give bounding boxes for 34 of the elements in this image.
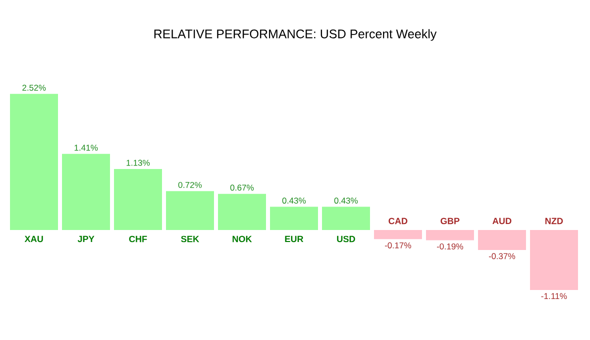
- bar: [114, 168, 162, 230]
- x-tick-label: CAD: [388, 218, 408, 224]
- bar: [426, 230, 474, 240]
- data-label: 2.52%: [22, 84, 46, 91]
- x-tick-label: NZD: [545, 218, 563, 224]
- x-tick-label: USD: [337, 236, 356, 242]
- data-label: -1.11%: [541, 293, 567, 300]
- data-label: 0.67%: [230, 184, 254, 191]
- bar: [166, 191, 214, 230]
- bar: [478, 230, 526, 250]
- data-label: -0.37%: [488, 253, 516, 260]
- x-tick-label: JPY: [78, 236, 94, 242]
- bar: [218, 194, 266, 230]
- x-tick-label: EUR: [285, 236, 304, 242]
- bar: [10, 94, 58, 230]
- data-label: 0.72%: [178, 182, 202, 188]
- x-tick-label: CHF: [129, 236, 147, 242]
- data-label: -0.17%: [384, 242, 412, 248]
- x-tick-label: NOK: [232, 236, 252, 242]
- bar: [322, 206, 370, 230]
- data-label: 0.43%: [282, 198, 306, 204]
- bar: [270, 206, 318, 230]
- x-tick-label: GBP: [440, 218, 460, 224]
- chart-title: RELATIVE PERFORMANCE: USD Percent Weekly: [154, 29, 437, 41]
- bar: [374, 230, 422, 240]
- bar: [530, 230, 578, 290]
- x-tick-label: XAU: [24, 236, 43, 242]
- data-label: 1.13%: [126, 160, 150, 166]
- data-label: 0.43%: [334, 198, 358, 204]
- data-label: -0.19%: [436, 243, 464, 250]
- x-tick-label: AUD: [492, 218, 512, 224]
- x-tick-label: SEK: [181, 236, 200, 242]
- bar: [62, 154, 110, 230]
- data-label: 1.41%: [74, 144, 98, 151]
